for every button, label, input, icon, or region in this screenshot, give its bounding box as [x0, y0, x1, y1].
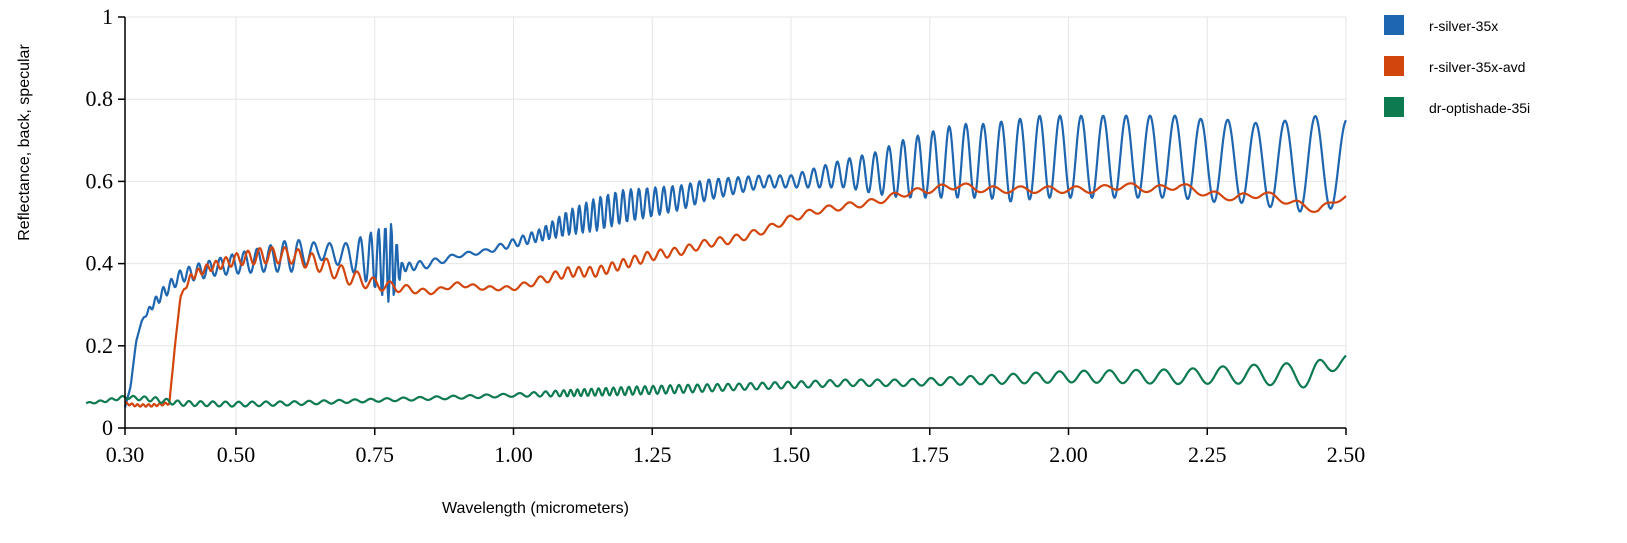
- axes: [124, 17, 1346, 429]
- y-tick-label: 0.8: [86, 86, 114, 111]
- grid: [125, 16, 1347, 428]
- y-tick-label: 0.6: [86, 168, 114, 193]
- x-tick-label: 1.50: [772, 442, 811, 467]
- series-group: [85, 114, 1347, 408]
- series-line-dr-optishade-35i: [85, 354, 1347, 408]
- x-axis-title: Wavelength (micrometers): [442, 500, 629, 517]
- y-tick-label: 1: [102, 4, 113, 29]
- x-axis-ticks: 0.30 0.50 0.75 1.00 1.25 1.50 1.75 2.00 2.25 2.50: [106, 428, 1366, 467]
- x-tick-label: 2.00: [1049, 442, 1088, 467]
- legend-swatch: [1384, 56, 1404, 76]
- y-axis-ticks: 0 0.2 0.4 0.6 0.8 1: [86, 4, 125, 440]
- legend-label: r-silver-35x-avd: [1429, 59, 1525, 75]
- series-line-r-silver-35x: [123, 114, 1347, 408]
- y-tick-label: 0.2: [86, 333, 114, 358]
- x-tick-label: 2.25: [1188, 442, 1227, 467]
- x-tick-label: 2.50: [1327, 442, 1366, 467]
- legend: r-silver-35x r-silver-35x-avd dr-optishade…: [1384, 15, 1530, 117]
- legend-swatch: [1384, 97, 1404, 117]
- x-tick-label: 0.30: [106, 442, 145, 467]
- legend-swatch: [1384, 15, 1404, 35]
- y-axis-title: Reflectance, back, specular: [16, 44, 33, 241]
- x-tick-label: 1.00: [494, 442, 533, 467]
- legend-label: r-silver-35x: [1429, 18, 1498, 34]
- x-tick-label: 0.75: [356, 442, 395, 467]
- y-tick-label: 0.4: [86, 251, 114, 276]
- x-tick-label: 0.50: [217, 442, 256, 467]
- series-line-r-silver-35x-avd: [124, 182, 1347, 408]
- x-tick-label: 1.75: [911, 442, 950, 467]
- x-tick-label: 1.25: [633, 442, 672, 467]
- y-tick-label: 0: [102, 415, 113, 440]
- legend-label: dr-optishade-35i: [1429, 100, 1530, 116]
